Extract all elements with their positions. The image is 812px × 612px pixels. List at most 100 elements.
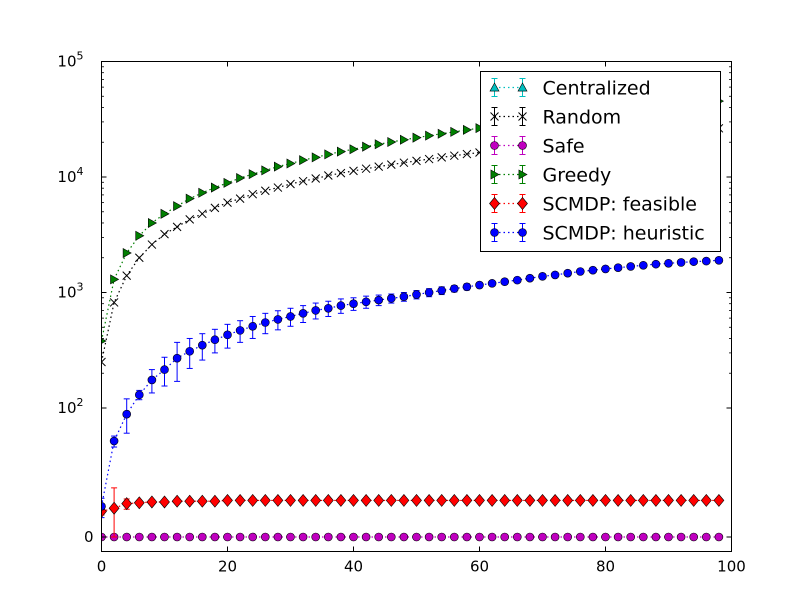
- x-tick-label: 0: [97, 558, 107, 576]
- data-point: [412, 156, 421, 166]
- series-5: [101, 256, 724, 519]
- legend: Centralized Random Safe Greedy SCMDP: feasib…: [480, 71, 721, 252]
- data-point: [613, 263, 623, 272]
- data-point: [361, 532, 371, 542]
- data-point: [171, 494, 183, 508]
- data-point: [160, 532, 169, 542]
- data-point: [235, 326, 245, 335]
- data-point: [437, 152, 447, 162]
- data-point: [437, 128, 447, 139]
- data-point: [462, 532, 472, 542]
- data-point: [663, 493, 674, 507]
- x-tick-label: 80: [596, 558, 615, 576]
- data-point: [196, 494, 208, 508]
- y-tick-exponent: 3: [77, 281, 84, 294]
- data-point: [121, 497, 133, 511]
- data-point: [286, 532, 295, 542]
- data-point: [223, 177, 233, 188]
- legend-label: Centralized: [543, 78, 651, 100]
- data-point: [512, 532, 522, 542]
- legend-entry: SCMDP: heuristic: [490, 223, 705, 245]
- data-point: [486, 493, 498, 507]
- data-point: [587, 493, 599, 507]
- data-point: [122, 247, 132, 258]
- legend-marker: [490, 169, 500, 180]
- data-point: [159, 495, 170, 509]
- data-point: [487, 279, 497, 288]
- legend-marker: [489, 197, 500, 210]
- data-point: [248, 189, 258, 199]
- data-point: [424, 154, 434, 164]
- legend-box: [480, 71, 721, 252]
- data-point: [135, 532, 144, 542]
- data-point: [323, 171, 333, 180]
- legend-label: SCMDP: heuristic: [543, 223, 705, 245]
- data-point: [311, 174, 321, 183]
- data-point: [335, 493, 347, 507]
- data-point: [223, 330, 232, 340]
- data-point: [101, 501, 106, 511]
- data-point: [386, 160, 396, 169]
- data-point: [424, 532, 434, 542]
- data-point: [462, 149, 472, 159]
- data-point: [549, 493, 561, 507]
- legend-label: Safe: [543, 136, 585, 158]
- data-point: [109, 298, 119, 307]
- data-point: [247, 493, 259, 507]
- data-point: [172, 353, 182, 363]
- y-tick-base: 10: [57, 53, 76, 71]
- data-point: [298, 532, 308, 542]
- data-point: [160, 365, 169, 374]
- y-tick-base: 10: [57, 399, 76, 417]
- data-point: [160, 229, 169, 239]
- data-point: [146, 495, 158, 509]
- data-point: [374, 162, 384, 171]
- data-point: [474, 493, 485, 507]
- data-point: [110, 274, 120, 285]
- data-point: [148, 217, 158, 228]
- data-point: [600, 493, 611, 507]
- data-point: [248, 321, 257, 331]
- data-point: [689, 257, 699, 266]
- data-point: [286, 312, 295, 321]
- data-point: [235, 532, 245, 542]
- data-point: [676, 532, 686, 542]
- legend-entry: Greedy: [490, 165, 611, 187]
- data-point: [198, 532, 207, 542]
- legend-marker: [489, 82, 500, 92]
- data-point: [373, 493, 385, 507]
- data-point: [323, 303, 333, 313]
- data-point: [349, 166, 358, 176]
- data-point: [550, 270, 560, 280]
- data-point: [184, 494, 196, 508]
- data-point: [109, 436, 119, 446]
- data-point: [626, 532, 636, 542]
- data-point: [525, 273, 535, 283]
- y-tick-label: 105: [57, 50, 83, 71]
- data-point: [336, 532, 346, 542]
- legend-marker: [518, 141, 527, 150]
- y-tick-base: 10: [57, 284, 76, 302]
- data-point: [361, 297, 371, 307]
- data-point: [311, 532, 321, 542]
- data-point: [412, 532, 421, 542]
- data-point: [260, 186, 270, 196]
- data-point: [135, 230, 145, 241]
- data-point: [651, 259, 661, 269]
- data-point: [374, 532, 384, 542]
- y-tick-exponent: 4: [77, 165, 84, 178]
- data-point: [211, 182, 221, 193]
- legend-entry: Centralized: [489, 78, 651, 100]
- data-point: [462, 282, 472, 292]
- data-point: [223, 198, 232, 207]
- data-point: [713, 493, 725, 507]
- series-layer: [101, 96, 725, 542]
- data-point: [311, 152, 321, 163]
- data-point: [575, 532, 585, 542]
- data-point: [197, 209, 207, 219]
- data-point: [349, 299, 358, 308]
- data-point: [185, 214, 195, 224]
- data-point: [562, 493, 574, 507]
